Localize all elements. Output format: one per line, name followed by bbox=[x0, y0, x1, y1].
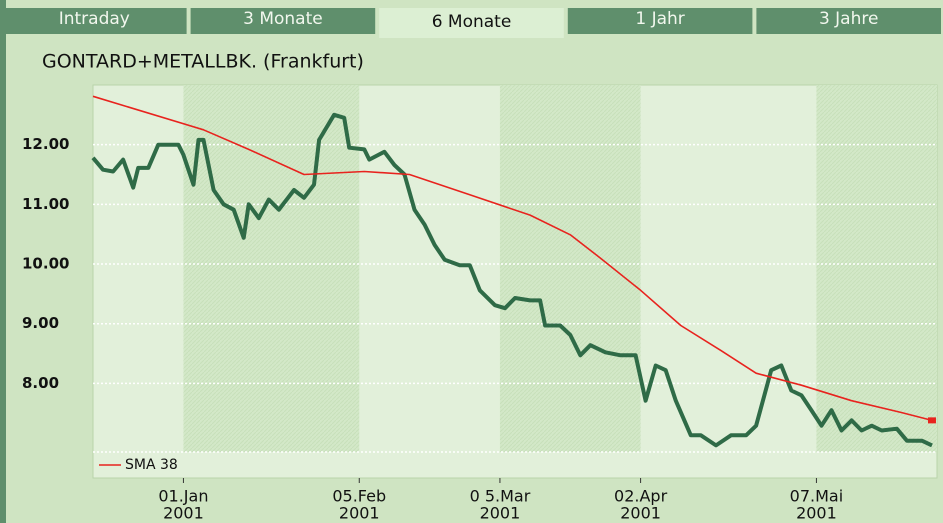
legend-label: SMA 38 bbox=[125, 457, 178, 473]
x-tick-label: 2001 bbox=[796, 504, 837, 523]
y-tick-label: 8.00 bbox=[22, 374, 59, 392]
y-tick-label: 9.00 bbox=[22, 314, 59, 332]
y-tick-label: 11.00 bbox=[22, 195, 69, 213]
band bbox=[816, 85, 937, 452]
x-tick-label: 2001 bbox=[620, 504, 661, 523]
tab[interactable]: 3 Jahre bbox=[756, 8, 941, 34]
x-tick-label: 0 5.Mar bbox=[470, 487, 531, 506]
tab-background bbox=[567, 8, 753, 34]
x-tick-label: 01.Jan bbox=[158, 487, 208, 506]
tab[interactable]: Intraday bbox=[2, 8, 187, 34]
x-tick-label: 05.Feb bbox=[332, 487, 386, 506]
left-border bbox=[0, 0, 6, 523]
x-tick-label: 2001 bbox=[163, 504, 204, 523]
tab-background bbox=[2, 8, 187, 34]
tab[interactable]: 6 Monate bbox=[379, 8, 564, 38]
y-tick-label: 12.00 bbox=[22, 135, 69, 153]
band bbox=[183, 85, 360, 452]
tab-label: 3 Monate bbox=[243, 9, 323, 29]
x-tick-label: 02.Apr bbox=[614, 487, 668, 506]
tab-background bbox=[756, 8, 941, 34]
tab[interactable]: 3 Monate bbox=[190, 8, 376, 34]
tab-label: 6 Monate bbox=[432, 12, 512, 32]
tab-label: 3 Jahre bbox=[819, 9, 879, 29]
tab[interactable]: 1 Jahr bbox=[567, 8, 753, 34]
x-tick-label: 07.Mai bbox=[790, 487, 844, 506]
y-tick-label: 10.00 bbox=[22, 255, 69, 273]
tab-background bbox=[379, 8, 564, 38]
line-series bbox=[92, 95, 933, 422]
end-marker bbox=[927, 417, 936, 424]
x-tick-label: 2001 bbox=[339, 504, 380, 523]
tab-label: Intraday bbox=[59, 9, 130, 29]
tab-background bbox=[190, 8, 376, 34]
tab-label: 1 Jahr bbox=[635, 9, 684, 29]
band bbox=[499, 85, 641, 452]
line-series bbox=[91, 112, 933, 448]
x-tick-label: 2001 bbox=[480, 504, 521, 523]
chart-title: GONTARD+METALLBK. (Frankfurt) bbox=[42, 51, 364, 73]
